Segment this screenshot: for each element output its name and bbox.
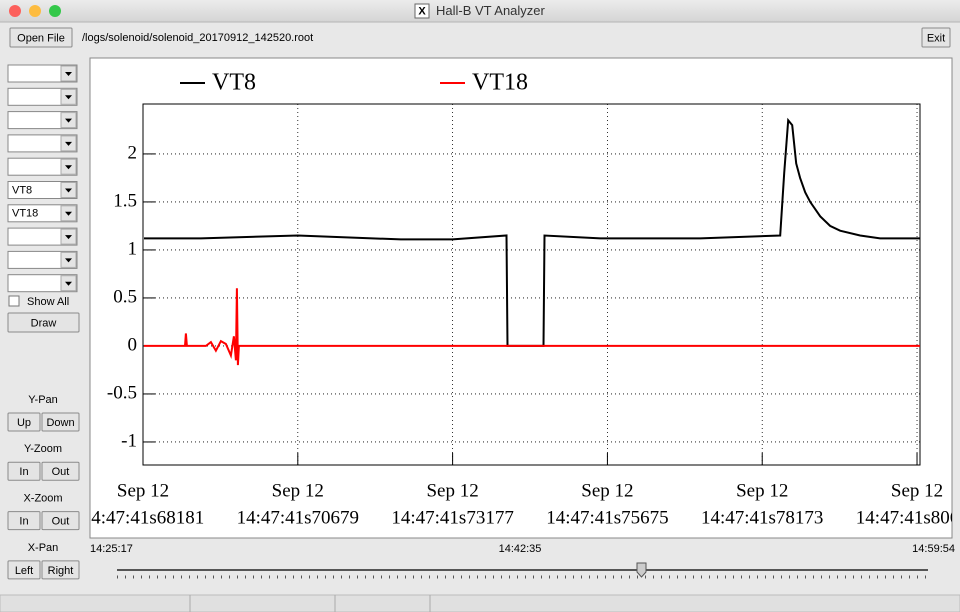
control-button-label[interactable]: Left bbox=[15, 565, 33, 577]
y-tick-label: 0 bbox=[128, 334, 138, 355]
selector-arrow[interactable] bbox=[65, 72, 72, 76]
canvas-content: -1 -0.5 0 0.5 1 1.5 2 Sep 12 14:47:41s68181 Sep 1… bbox=[82, 70, 960, 529]
series-line bbox=[144, 288, 920, 366]
y-tick-label: 0.5 bbox=[113, 286, 137, 307]
selector-arrow[interactable] bbox=[65, 95, 72, 100]
x-tick-label: 14:47:41s70679 bbox=[237, 507, 359, 528]
control-button[interactable] bbox=[7, 511, 41, 531]
draw-button[interactable] bbox=[7, 312, 80, 333]
selector-arrow[interactable] bbox=[65, 211, 72, 216]
close-dot[interactable] bbox=[9, 5, 21, 17]
slider-middle: 14:42:35 bbox=[499, 543, 542, 555]
exit-button[interactable] bbox=[921, 27, 951, 48]
selector-value[interactable]: VT18 bbox=[12, 208, 38, 220]
canvas bbox=[89, 57, 953, 539]
control-button[interactable] bbox=[41, 461, 80, 481]
x-tick-label: 14:47:41s75675 bbox=[546, 507, 668, 528]
control-button[interactable] bbox=[7, 412, 41, 432]
zoom-dot[interactable] bbox=[49, 5, 61, 17]
selector-arrow[interactable] bbox=[65, 188, 72, 193]
selector[interactable] bbox=[7, 87, 78, 106]
control-button-label[interactable]: Right bbox=[48, 565, 74, 577]
show-all-label[interactable]: Show All bbox=[27, 296, 69, 308]
slider-end: 14:59:54 bbox=[912, 543, 955, 555]
control-label: Y-Zoom bbox=[24, 443, 62, 455]
x-tick-label: 14:47:41s68181 bbox=[82, 507, 204, 528]
control-button-label[interactable]: Up bbox=[17, 417, 31, 429]
selector-arrow[interactable] bbox=[65, 165, 72, 170]
selector-arrow[interactable] bbox=[65, 141, 72, 146]
y-tick-label: 2 bbox=[128, 142, 138, 163]
legend-label: VT8 bbox=[212, 70, 256, 96]
selector-arrow[interactable] bbox=[65, 281, 72, 286]
selector[interactable] bbox=[7, 157, 78, 176]
show-all-checkbox[interactable] bbox=[8, 295, 20, 307]
x11-icon-text: X bbox=[418, 5, 426, 17]
x-tick-label: 14:47:41s73177 bbox=[391, 507, 513, 528]
control-button[interactable] bbox=[7, 461, 41, 481]
selector[interactable] bbox=[7, 250, 78, 269]
y-tick-label: 1.5 bbox=[113, 190, 137, 211]
open-file-button[interactable] bbox=[9, 27, 73, 48]
minimize-dot[interactable] bbox=[29, 5, 41, 17]
y-tick-label: 1 bbox=[128, 238, 138, 259]
x-tick-label: 14:47:41s78173 bbox=[701, 507, 823, 528]
control-button-label[interactable]: Out bbox=[52, 516, 70, 528]
status-bar bbox=[0, 594, 960, 612]
plot-frame bbox=[142, 103, 921, 466]
selector-arrow[interactable] bbox=[65, 235, 72, 240]
title-bar bbox=[0, 0, 960, 22]
selector[interactable] bbox=[7, 134, 78, 153]
control-button-label[interactable]: Out bbox=[52, 466, 70, 478]
control-button[interactable] bbox=[41, 511, 80, 531]
selector[interactable] bbox=[7, 111, 78, 130]
control-button[interactable] bbox=[41, 412, 80, 432]
control-button[interactable] bbox=[7, 560, 41, 580]
selector-arrow[interactable] bbox=[65, 118, 72, 123]
x-tick-date: Sep 12 bbox=[581, 480, 633, 501]
x-tick-date: Sep 12 bbox=[117, 480, 169, 501]
file-path: /logs/solenoid/solenoid_20170912_142520.… bbox=[82, 32, 313, 44]
control-button[interactable] bbox=[41, 560, 80, 580]
y-tick-label: -1 bbox=[121, 430, 137, 451]
selector-arrow[interactable] bbox=[65, 258, 72, 263]
series-line bbox=[144, 117, 920, 347]
y-tick-label: -0.5 bbox=[107, 382, 137, 403]
control-label: X-Pan bbox=[28, 542, 59, 554]
selector[interactable] bbox=[7, 227, 78, 246]
x-tick-date: Sep 12 bbox=[426, 480, 478, 501]
selector-value[interactable]: VT8 bbox=[12, 184, 32, 196]
control-label: X-Zoom bbox=[23, 493, 62, 505]
control-button-label[interactable]: In bbox=[19, 466, 28, 478]
control-label: Y-Pan bbox=[28, 394, 58, 406]
legend-label: VT18 bbox=[472, 70, 528, 96]
selector[interactable] bbox=[7, 204, 78, 223]
x11-icon bbox=[414, 3, 430, 19]
exit-button-label[interactable]: Exit bbox=[927, 32, 945, 44]
slider-start: 14:25:17 bbox=[90, 543, 133, 555]
open-file-button-label[interactable]: Open File bbox=[17, 32, 65, 44]
control-button-label[interactable]: Down bbox=[46, 417, 74, 429]
x-tick-date: Sep 12 bbox=[891, 480, 943, 501]
slider-thumb[interactable] bbox=[636, 562, 647, 578]
x-tick-date: Sep 12 bbox=[272, 480, 324, 501]
draw-button-label[interactable]: Draw bbox=[31, 317, 57, 329]
x-tick-date: Sep 12 bbox=[736, 480, 788, 501]
selector[interactable] bbox=[7, 181, 78, 199]
window-title: Hall-B VT Analyzer bbox=[436, 3, 546, 18]
selector[interactable] bbox=[7, 274, 78, 293]
selector[interactable] bbox=[7, 64, 78, 83]
x-tick-label: 14:47:41s80671 bbox=[856, 507, 960, 528]
control-button-label[interactable]: In bbox=[19, 516, 28, 528]
